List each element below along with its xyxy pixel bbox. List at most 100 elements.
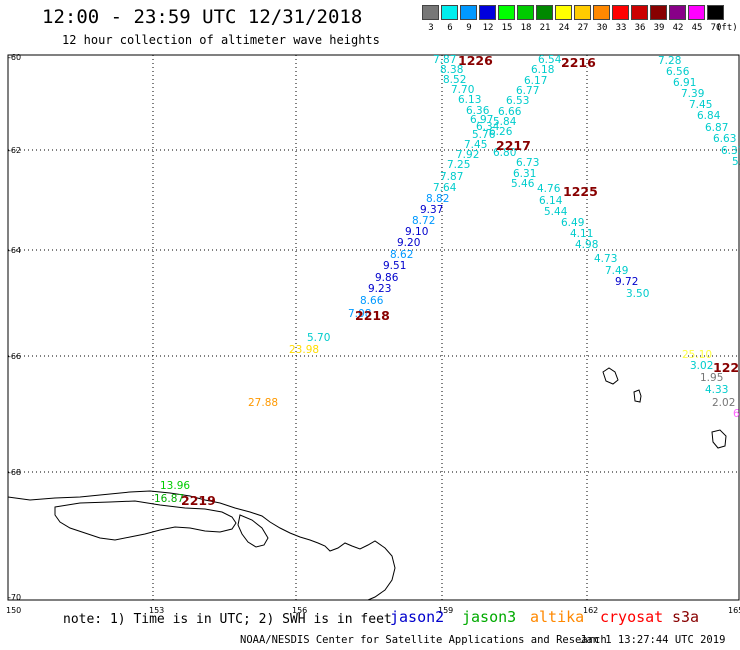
wave-height-label: 7.45 — [464, 139, 487, 151]
legend-swatch — [631, 5, 648, 20]
longitude-tick-label: 165 — [728, 606, 740, 615]
antarctic-coastline — [7, 490, 396, 601]
wave-height-label: 4.98 — [575, 239, 598, 251]
legend-swatch — [707, 5, 724, 20]
longitude-tick-label: 150 — [6, 606, 21, 615]
wave-height-label: 6.13 — [458, 94, 481, 106]
longitude-tick-label: 153 — [149, 606, 164, 615]
latitude-tick-label: -66 — [8, 352, 21, 361]
wave-height-label: 6.53 — [506, 95, 529, 107]
wave-height-label: 9.37 — [420, 204, 443, 216]
map-frame — [7, 54, 740, 601]
wave-height-label: 6.49 — [561, 217, 584, 229]
legend-swatch — [536, 5, 553, 20]
legend-label: 45 — [691, 23, 703, 33]
legend-label: 70 — [710, 23, 722, 33]
wave-height-label: 6.91 — [673, 77, 696, 89]
wave-height-label: 6.73 — [516, 157, 539, 169]
wave-height-points: 7.878.388.527.706.136.366.976.345.767.45… — [154, 53, 740, 508]
wave-height-label: 7.45 — [689, 99, 712, 111]
legend-label: 18 — [520, 23, 532, 33]
wave-height-label: 7.64 — [433, 182, 457, 194]
legend-label: 6 — [447, 23, 453, 33]
wave-height-label: 3.50 — [626, 288, 649, 300]
wave-height-label: 9.51 — [383, 260, 406, 272]
legend-swatch — [650, 5, 667, 20]
longitude-tick-label: 156 — [292, 606, 307, 615]
wave-height-label: 5.84 — [493, 116, 517, 128]
wave-height-label: 6.26 — [489, 126, 513, 138]
legend-label: 9 — [466, 23, 472, 33]
latitude-tick-label: -60 — [8, 53, 21, 62]
wave-height-label: 6.56 — [666, 66, 690, 78]
wave-height-label: 6.80 — [493, 147, 516, 159]
wave-height-label: 7.28 — [658, 55, 681, 67]
latitude-tick-label: -64 — [8, 246, 21, 255]
wave-height-label: 9.72 — [615, 276, 638, 288]
satellite-legend-altika: altika — [530, 608, 585, 626]
island-1 — [602, 367, 619, 385]
legend-swatch — [441, 5, 458, 20]
legend-swatch — [612, 5, 629, 20]
wave-height-label: 6.17 — [524, 75, 547, 87]
wave-height-label: 7.70 — [451, 84, 474, 96]
legend-swatch — [422, 5, 439, 20]
wave-height-label: 27.88 — [248, 397, 278, 409]
wave-height-label: 7.39 — [681, 88, 704, 100]
wave-height-label: 9.23 — [368, 283, 391, 295]
pass-time-label: 2218 — [355, 308, 390, 323]
wave-height-label: 7.08 — [348, 308, 371, 320]
island-3 — [711, 429, 727, 449]
satellite-legend-s3a: s3a — [672, 608, 700, 626]
wave-height-label: 7.49 — [605, 265, 628, 277]
wave-height-label: 6.87 — [705, 122, 728, 134]
wave-height-label: 6.66 — [498, 106, 522, 118]
legend-label: 15 — [501, 23, 513, 33]
wave-height-label: 8.82 — [426, 193, 449, 205]
wave-height-label: 7.87 — [440, 171, 463, 183]
wave-height-label: 2.02 — [712, 397, 735, 409]
wave-height-label: 23.98 — [289, 344, 319, 356]
legend-swatch — [479, 5, 496, 20]
legend-swatch — [460, 5, 477, 20]
wave-height-label: 6.18 — [531, 64, 554, 76]
wave-height-label: 8.66 — [360, 295, 384, 307]
legend-swatch — [688, 5, 705, 20]
wave-height-label: 8.52 — [443, 74, 466, 86]
coastline-bay-fragment — [237, 514, 269, 548]
legend-swatch — [574, 5, 591, 20]
legend-label: 42 — [672, 23, 684, 33]
wave-height-label: 5.76 — [472, 129, 496, 141]
wave-height-label: 6.36 — [466, 105, 490, 117]
wave-height-label: 5.44 — [544, 206, 568, 218]
wave-height-label: 6.63 — [713, 133, 736, 145]
latitude-tick-label: -62 — [8, 146, 21, 155]
wave-height-label: 5.5 — [732, 156, 740, 168]
legend-label: 12 — [482, 23, 494, 33]
legend-label: 36 — [634, 23, 646, 33]
pass-time-label: 1226 — [458, 53, 493, 68]
wave-height-label: 4.73 — [594, 253, 617, 265]
map-title: 12:00 - 23:59 UTC 12/31/2018 — [42, 6, 363, 28]
generation-timestamp: Jan 1 13:27:44 UTC 2019 — [580, 634, 726, 646]
wave-height-label: 9.20 — [397, 237, 420, 249]
axis-ticks: 150 153 156 159 162 165 -60 -62 -64 -66 -68 -70 — [6, 53, 740, 615]
credit-line: NOAA/NESDIS Center for Satellite Applica… — [240, 634, 607, 646]
wave-height-label: 6.54 — [538, 54, 562, 66]
wave-height-label: 5.46 — [511, 178, 535, 190]
legend-swatch — [498, 5, 515, 20]
legend-label: 27 — [577, 23, 589, 33]
wave-height-label: 7.87 — [433, 54, 456, 66]
pass-time-label: 2219 — [181, 493, 216, 508]
pass-time-label: 122 — [713, 360, 739, 375]
wave-height-label: 3.02 — [690, 360, 713, 372]
wave-height-label: 4.33 — [705, 384, 728, 396]
wave-height-label: 6.14 — [539, 195, 563, 207]
legend-swatch — [593, 5, 610, 20]
legend-label: 24 — [558, 23, 570, 33]
wave-height-label: 5.70 — [307, 332, 330, 344]
wave-height-label: 6.84 — [697, 110, 721, 122]
legend-label: 39 — [653, 23, 665, 33]
wave-height-label: 25.10 — [682, 349, 712, 361]
wave-height-label: 60.8 — [733, 408, 740, 420]
